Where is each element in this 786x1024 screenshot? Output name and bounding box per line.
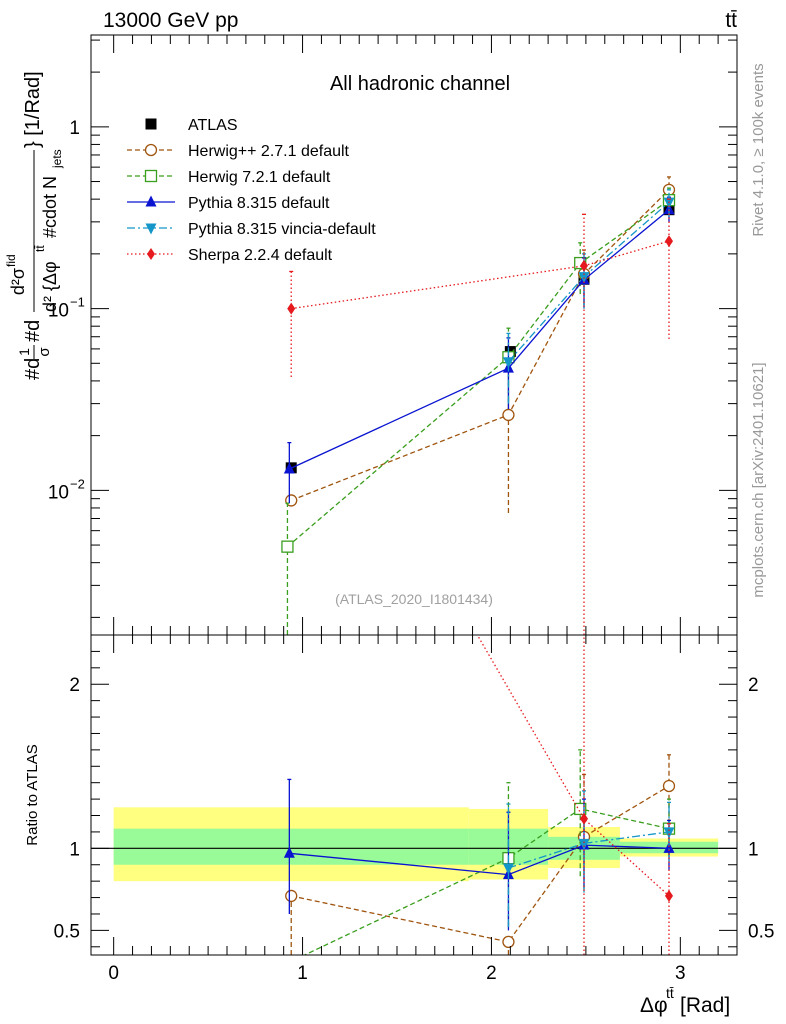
energy-label: 13000 GeV pp [103, 9, 238, 32]
ratio-point-sherpa-2-2-4-default-2 [665, 889, 673, 902]
tick-base: 10 [48, 301, 69, 322]
ratio-point-sherpa-2-2-4-default-1 [580, 812, 588, 825]
x-label-tail: [Rad] [680, 994, 730, 1017]
ratio-point-pythia-8-315-default-0 [283, 846, 295, 858]
tick-exponent: −1 [70, 295, 85, 310]
legend-entry-herwig-7-2-1-default: Herwig 7.2.1 default [127, 169, 331, 186]
main-series-atlas [285, 204, 675, 474]
legend-marker [145, 118, 157, 130]
main-point-pythia-8-315-default-0 [283, 462, 295, 474]
main-plot-panel: 10 −210 −11 All hadronic channel (ATLAS_20… [48, 34, 738, 636]
main-point-sherpa-2-2-4-default-1 [580, 259, 588, 272]
ratio-point-herwig-2-7-1-default-3 [662, 779, 676, 793]
ratio-y-tick-label-right-0: 0.5 [748, 921, 774, 942]
ratio-point-herwig-7-2-1-default-2 [574, 802, 587, 816]
x-label-sup: tt̄ [666, 985, 674, 1001]
x-axis-label: Δφ tt̄ [Rad] [640, 985, 730, 1017]
main-line-herwig-2-7-1-default [290, 189, 670, 502]
x-label-main: Δφ [640, 994, 668, 1017]
main-point-pythia-8-315-vincia-default-0 [502, 357, 514, 369]
legend-marker [144, 143, 158, 157]
ratio-band-inner-0 [113, 828, 469, 865]
legend-label: ATLAS [188, 117, 238, 134]
y-label-frac2-den-tail: #cdot N [40, 176, 60, 238]
ratio-line-herwig-7-2-1-default [303, 808, 670, 955]
legend: ATLAS Herwig++ 2.7.1 default Herwig 7.2.1 … [127, 117, 376, 264]
channel-title: All hadronic channel [330, 73, 510, 95]
main-line-herwig-7-2-1-default [286, 199, 670, 548]
legend-label: Sherpa 2.2.4 default [188, 247, 333, 264]
analysis-id-label: (ATLAS_2020_I1801434) [335, 591, 493, 607]
y-label-frac1-den: σ [36, 347, 53, 357]
main-point-pythia-8-315-default-3 [663, 203, 675, 215]
main-series-sherpa-2-2-4-default [287, 198, 673, 635]
legend-entry-herwig-2-7-1-default: Herwig++ 2.7.1 default [127, 143, 350, 160]
legend-entry-sherpa-2-2-4-default: Sherpa 2.2.4 default [127, 247, 333, 264]
legend-marker [145, 223, 157, 235]
y-label-frac2-den: d² {Δφ [40, 261, 60, 312]
legend-label: Pythia 8.315 default [188, 195, 330, 212]
ratio-y-axis-label: Ratio to ATLAS [24, 744, 41, 845]
ratio-point-herwig-2-7-1-default-1 [502, 935, 515, 949]
legend-entry-atlas: ATLAS [145, 117, 238, 134]
y-label-frac2-den-sup: tt̄ [33, 245, 47, 252]
main-series-pythia-8-315-vincia-default [502, 189, 675, 404]
y-label-prefix: #d [22, 358, 44, 380]
main-y-tick-label-1: 10 −1 [48, 295, 85, 322]
ratio-plot-frame [90, 634, 738, 956]
main-y-tick-label-2: 1 [69, 118, 80, 139]
ratio-y-tick-label-right-2: 2 [748, 675, 759, 696]
legend-marker [144, 169, 158, 183]
y-label-mid: #d [22, 320, 44, 342]
ratio-y-tick-label-right-1: 1 [748, 839, 759, 860]
tick-base: 1 [69, 118, 80, 139]
y-label-frac2-num-sup: fid [4, 254, 18, 267]
main-point-sherpa-2-2-4-default-0 [287, 302, 296, 315]
ratio-line-pythia-8-315-default [289, 844, 670, 876]
ratio-point-pythia-8-315-vincia-default-2 [663, 827, 675, 839]
x-tick-label-2: 2 [486, 963, 497, 984]
y-label-frac2-den-sub: jets [50, 149, 64, 169]
legend-marker [145, 195, 157, 207]
main-point-pythia-8-315-vincia-default-2 [663, 197, 675, 209]
legend-label: Herwig 7.2.1 default [188, 169, 331, 186]
ratio-point-pythia-8-315-vincia-default-0 [502, 863, 514, 875]
ratio-y-tick-label-2: 2 [69, 675, 80, 696]
y-label-suffix: } [1/Rad] [22, 71, 44, 148]
ratio-point-pythia-8-315-default-3 [663, 841, 675, 853]
x-tick-label-0: 0 [108, 963, 119, 984]
legend-label: Pythia 8.315 vincia-default [188, 221, 376, 238]
main-series-pythia-8-315-default [283, 196, 675, 504]
ratio-y-tick-label-0: 0.5 [54, 921, 80, 942]
y-label-frac2-num: d²σ [8, 268, 28, 295]
rivet-version-label: Rivet 4.1.0, ≥ 100k events [750, 63, 767, 236]
legend-marker [147, 248, 155, 260]
ratio-y-tick-label-1: 1 [69, 839, 80, 860]
legend-entry-pythia-8-315-default: Pythia 8.315 default [127, 195, 330, 212]
ratio-point-herwig-2-7-1-default-0 [285, 889, 298, 903]
tick-base: 10 [48, 482, 69, 503]
y-label-frac1-num: 1 [16, 348, 32, 356]
main-y-axis-label: #d 1 σ #d d²σ fid d² {Δφ tt̄ #cdot N jet… [4, 71, 64, 380]
main-series-herwig-7-2-1-default [281, 187, 676, 635]
legend-label: Herwig++ 2.7.1 default [188, 143, 350, 160]
main-line-pythia-8-315-default [289, 209, 670, 470]
tick-exponent: −2 [70, 476, 85, 491]
x-tick-label-1: 1 [297, 963, 308, 984]
main-point-herwig-7-2-1-default-0 [281, 540, 294, 553]
ratio-series-sherpa-2-2-4-default [476, 635, 673, 955]
ratio-plot-panel: 0.5 0.5 1 1 2 2 0 1 2 3 [54, 634, 774, 984]
process-label: tt̄ [725, 9, 737, 32]
x-tick-label-3: 3 [675, 963, 686, 984]
legend-entry-pythia-8-315-vincia-default: Pythia 8.315 vincia-default [127, 221, 376, 238]
main-y-tick-label-0: 10 −2 [48, 476, 85, 503]
main-point-sherpa-2-2-4-default-2 [665, 235, 673, 248]
ratio-line-herwig-2-7-1-default [291, 785, 670, 943]
mcplots-site-label: mcplots.cern.ch [arXiv:2401.10621] [750, 362, 767, 597]
ratio-point-pythia-8-315-vincia-default-1 [578, 838, 590, 850]
main-point-herwig-2-7-1-default-1 [502, 408, 515, 422]
